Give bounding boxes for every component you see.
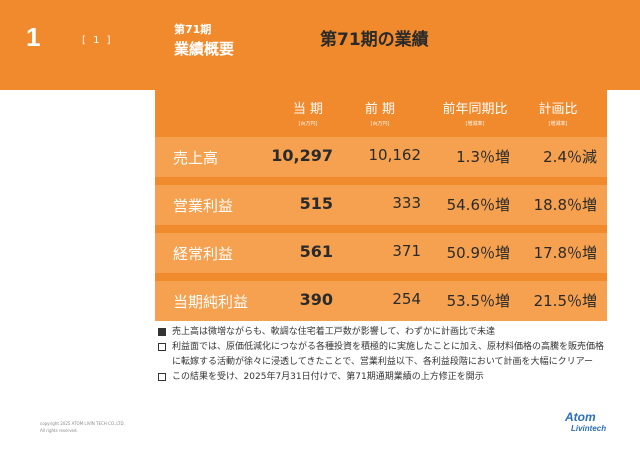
page-title: 第71期の業績 xyxy=(320,30,429,50)
plan-change: 18.8％増 xyxy=(533,196,597,214)
row-label: 営業利益 xyxy=(173,197,234,215)
column-header-plan: 計画比 xyxy=(538,102,578,117)
table-row: 営業利益 515 333 54.6％増 18.8％増 xyxy=(155,185,607,225)
hollow-square-bullet-icon xyxy=(158,343,166,351)
previous-value: 333 xyxy=(392,194,421,212)
note-text: 売上高は微増ながらも、軟調な住宅着工戸数が影響して、わずかに計画比で未達 xyxy=(172,327,496,337)
plan-change: 2.4％減 xyxy=(543,148,597,166)
yoy-change: 53.5％増 xyxy=(446,292,510,310)
company-logo-bottom: Livintech xyxy=(571,424,607,433)
column-header-yoy: 前年同期比 xyxy=(442,102,508,117)
section-number: [ 1 ] xyxy=(82,35,113,46)
row-label: 当期純利益 xyxy=(173,293,249,311)
column-unit-yoy: [増減率] xyxy=(465,121,485,127)
plan-change: 21.5％増 xyxy=(533,292,597,310)
yoy-change: 1.3％増 xyxy=(456,148,510,166)
page-number: 1 xyxy=(26,22,41,52)
column-header-current: 当 期 xyxy=(292,102,324,117)
note-text: この結果を受け、2025年7月31日付けで、第71期通期業績の上方修正を開示 xyxy=(172,372,484,382)
note-item: 売上高は微増ながらも、軟調な住宅着工戸数が影響して、わずかに計画比で未達 xyxy=(158,325,608,340)
column-unit-plan: [増減率] xyxy=(548,121,568,127)
filled-square-bullet-icon xyxy=(158,328,166,336)
company-logo-top: Atom xyxy=(565,410,596,424)
copyright-line: copyright 2025 ATOM LIVIN TECH CO.,LTD. xyxy=(40,421,125,426)
column-header-previous: 前 期 xyxy=(364,102,396,117)
rights-line: All rights reserved. xyxy=(40,428,78,433)
table-row: 当期純利益 390 254 53.5％増 21.5％増 xyxy=(155,281,607,321)
current-value: 561 xyxy=(299,242,333,261)
column-unit-previous: [百万円] xyxy=(370,121,390,127)
previous-value: 10,162 xyxy=(368,146,422,164)
previous-value: 254 xyxy=(392,290,421,308)
notes-list: 売上高は微増ながらも、軟調な住宅着工戸数が影響して、わずかに計画比で未達 利益面… xyxy=(158,325,608,385)
table-row: 売上高 10,297 10,162 1.3％増 2.4％減 xyxy=(155,137,607,177)
row-label: 経常利益 xyxy=(173,245,234,263)
current-value: 10,297 xyxy=(271,146,333,165)
period-label: 第71期 xyxy=(174,23,212,36)
copyright: copyright 2025 ATOM LIVIN TECH CO.,LTD. … xyxy=(40,420,125,434)
results-table: 当 期 [百万円] 前 期 [百万円] 前年同期比 [増減率] 計画比 [増減率… xyxy=(155,90,607,321)
note-item: この結果を受け、2025年7月31日付けで、第71期通期業績の上方修正を開示 xyxy=(158,370,608,385)
section-title: 業績概要 xyxy=(174,40,235,58)
previous-value: 371 xyxy=(392,242,421,260)
row-label: 売上高 xyxy=(173,149,219,167)
yoy-change: 50.9％増 xyxy=(446,244,510,262)
table-row: 経常利益 561 371 50.9％増 17.8％増 xyxy=(155,233,607,273)
column-unit-current: [百万円] xyxy=(298,121,318,127)
note-text: 利益面では、原価低減化につながる各種投資を積極的に実施したことに加え、原材料価格… xyxy=(172,342,605,367)
hollow-square-bullet-icon xyxy=(158,373,166,381)
header-band xyxy=(0,0,640,90)
current-value: 390 xyxy=(299,290,333,309)
plan-change: 17.8％増 xyxy=(533,244,597,262)
current-value: 515 xyxy=(299,194,333,213)
note-item: 利益面では、原価低減化につながる各種投資を積極的に実施したことに加え、原材料価格… xyxy=(158,340,608,370)
yoy-change: 54.6％増 xyxy=(446,196,510,214)
